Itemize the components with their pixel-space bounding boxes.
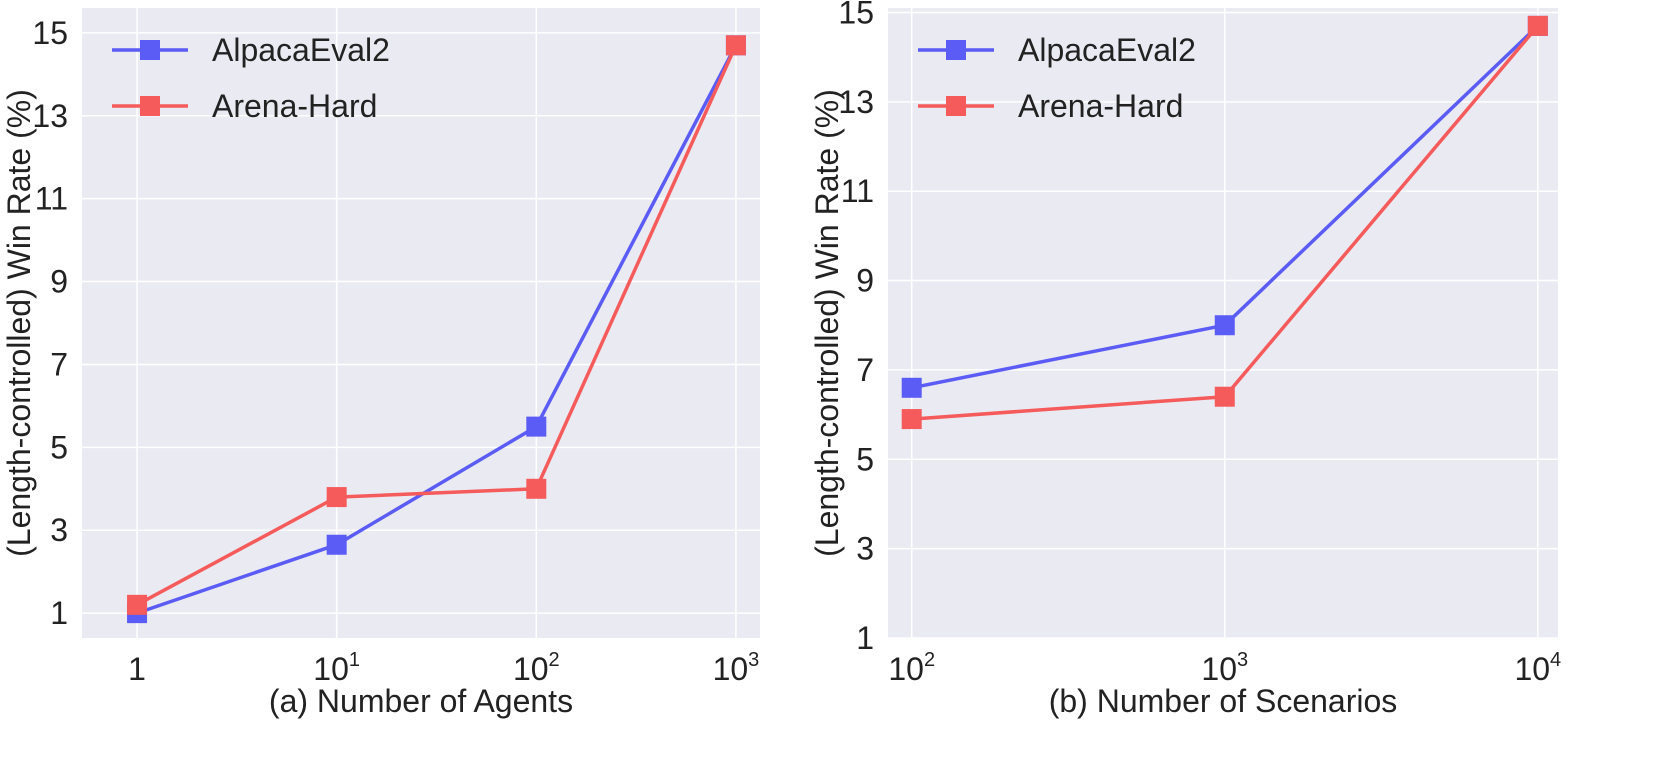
x-tick-label: 103 [713,649,760,687]
data-point-alpacaeval2 [326,534,347,555]
y-tick-label: 1 [50,595,68,631]
data-point-arena-hard [326,487,347,508]
data-point-alpacaeval2 [901,377,922,398]
data-point-arena-hard [526,478,547,499]
x-tick-label: 104 [1514,649,1561,687]
data-point-alpacaeval2 [1214,315,1235,336]
legend-label-alpacaeval2: AlpacaEval2 [212,32,390,68]
x-tick-label: 101 [313,649,360,687]
data-point-arena-hard [901,409,922,430]
y-tick-label: 15 [32,15,68,51]
legend-marker-alpacaeval2 [946,40,966,60]
legend-label-alpacaeval2: AlpacaEval2 [1018,32,1196,68]
data-point-arena-hard [725,35,746,56]
x-tick-label: 103 [1201,649,1248,687]
series-line-alpacaeval2 [136,44,738,615]
y-tick-label: 11 [35,181,68,217]
legend-marker-arena-hard [140,96,160,116]
x-tick-label: 102 [513,649,560,687]
legend-marker-alpacaeval2 [140,40,160,60]
y-axis-label: (Length-controlled) Win Rate (%) [809,89,845,557]
y-tick-label: 11 [841,173,874,209]
y-tick-label: 5 [50,429,68,465]
y-tick-label: 9 [50,264,68,300]
y-tick-label: 7 [50,346,68,382]
y-tick-label: 5 [856,441,874,477]
y-tick-label: 3 [856,531,874,567]
y-tick-label: 15 [838,0,874,30]
data-point-arena-hard [127,594,148,615]
y-tick-label: 7 [856,352,874,388]
series-line-arena-hard [136,44,738,607]
x-tick-label: 102 [888,649,935,687]
data-point-arena-hard [1527,15,1548,36]
y-axis-label: (Length-controlled) Win Rate (%) [1,89,37,557]
data-point-arena-hard [1214,386,1235,407]
x-axis-label: (b) Number of Scenarios [1049,683,1398,719]
x-axis-label: (a) Number of Agents [269,683,573,719]
data-point-alpacaeval2 [526,416,547,437]
y-tick-label: 13 [838,84,874,120]
plot-area [82,8,760,638]
legend-marker-arena-hard [946,96,966,116]
y-tick-label: 3 [50,512,68,548]
y-tick-label: 9 [856,263,874,299]
legend-label-arena-hard: Arena-Hard [1018,88,1183,124]
x-tick-label: 1 [128,651,146,687]
y-tick-label: 13 [32,98,68,134]
legend-label-arena-hard: Arena-Hard [212,88,377,124]
y-tick-label: 1 [856,620,874,656]
